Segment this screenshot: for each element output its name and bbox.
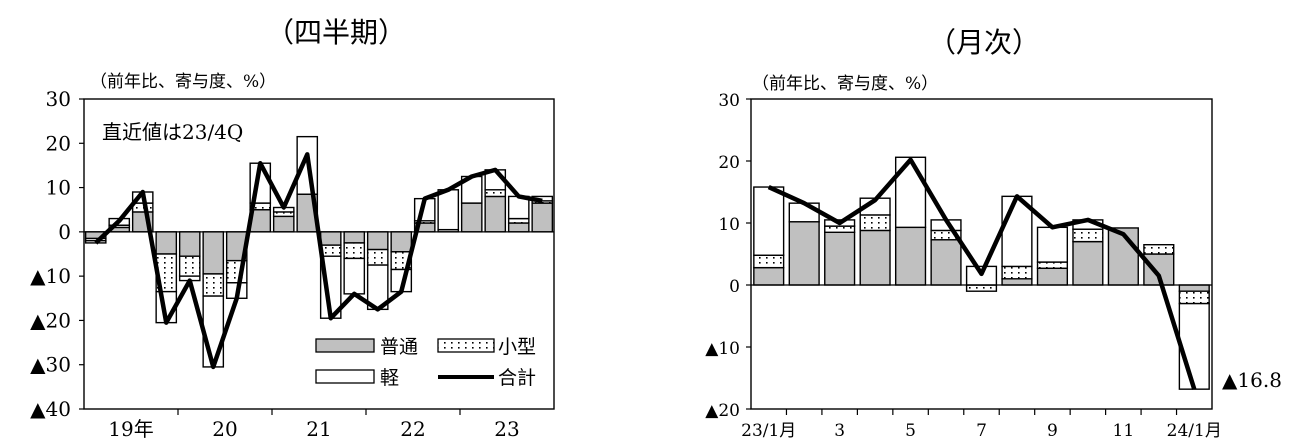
y-tick-label: 20 — [46, 131, 71, 155]
monthly-end-value-label: ▲16.8 — [1222, 368, 1282, 392]
x-tick-label: 20 — [212, 417, 237, 441]
monthly-unit-label: （前年比、寄与度、%） — [752, 74, 938, 94]
quarterly-y-axis: 30 20 10 0 ▲10 ▲20 ▲30 ▲40 — [30, 87, 84, 421]
x-tick-label: 3 — [834, 421, 845, 441]
bar-dotted-3 — [859, 214, 891, 232]
quarterly-x-axis: 19年 20 21 22 23 — [108, 409, 520, 441]
y-tick-label: 20 — [718, 153, 740, 173]
y-tick-label: ▲40 — [30, 397, 71, 421]
bar-gray-8 — [272, 215, 295, 233]
bar-gray-7 — [1001, 278, 1033, 286]
y-tick-label: 10 — [718, 215, 740, 235]
bar-gray-13 — [390, 231, 413, 253]
bar-dotted-6 — [965, 284, 998, 292]
bar-gray-17 — [484, 195, 507, 233]
bar-gray-12 — [1178, 284, 1210, 292]
quarterly-chart-title: （四半期） — [266, 16, 406, 49]
bar-gray-3 — [155, 231, 178, 255]
bar-gray-0 — [753, 266, 785, 286]
bar-gray-3 — [859, 229, 891, 286]
quarterly-plot-area — [83, 98, 555, 410]
monthly-y-axis: 30 20 10 0 ▲10 ▲20 — [705, 91, 751, 421]
bar-gray-10 — [319, 231, 342, 246]
x-tick-label: 9 — [1047, 421, 1058, 441]
legend-swatch-white — [315, 369, 375, 384]
legend-label-kei: 軽 — [380, 367, 399, 389]
x-tick-label: 23 — [494, 417, 519, 441]
legend-label-total: 合計 — [498, 367, 536, 389]
bar-dotted-11 — [1143, 243, 1175, 255]
bar-gray-19 — [531, 202, 554, 233]
bar-white-0 — [753, 186, 785, 256]
bar-dotted-11 — [343, 242, 366, 260]
monthly-plot-area — [750, 98, 1213, 410]
x-tick-label: 11 — [1113, 421, 1135, 441]
legend-swatch-dotted — [437, 338, 495, 353]
y-tick-label: ▲10 — [705, 339, 740, 359]
plot-frame — [750, 98, 1213, 410]
bar-dotted-9 — [1072, 228, 1104, 243]
quarterly-latest-note: 直近値は23/4Q — [102, 120, 243, 144]
bar-white-4 — [894, 156, 927, 229]
bar-gray-12 — [366, 231, 389, 251]
bar-gray-2 — [824, 231, 856, 286]
bar-gray-4 — [178, 231, 201, 257]
bar-dotted-17 — [484, 189, 507, 198]
bar-gray-4 — [894, 226, 927, 286]
bar-gray-11 — [343, 231, 366, 244]
bar-white-7 — [1001, 195, 1033, 268]
bar-dotted-12 — [366, 248, 389, 266]
total-line — [767, 157, 1197, 390]
y-tick-label: 0 — [58, 220, 71, 244]
x-tick-label: 24/1月 — [1167, 421, 1222, 441]
bar-gray-5 — [930, 239, 962, 286]
bar-white-8 — [1036, 226, 1069, 263]
x-tick-label: 23/1月 — [741, 421, 796, 441]
bar-dotted-2 — [824, 225, 856, 234]
bar-gray-16 — [460, 202, 483, 233]
legend-label-small: 小型 — [498, 336, 536, 358]
bar-white-1 — [788, 202, 820, 223]
quarterly-unit-label: （前年比、寄与度、%） — [90, 72, 276, 92]
x-tick-label: 19年 — [108, 417, 153, 441]
x-tick-label: 22 — [400, 417, 425, 441]
monthly-x-axis: 23/1月 3 5 7 9 11 24/1月 — [741, 409, 1222, 441]
y-tick-label: 10 — [46, 176, 71, 200]
bar-gray-10 — [1107, 227, 1139, 286]
bar-dotted-12 — [1178, 290, 1210, 305]
y-tick-label: ▲20 — [30, 308, 71, 332]
bar-dotted-5 — [202, 273, 225, 297]
bar-dotted-7 — [1001, 265, 1033, 280]
bar-white-15 — [437, 189, 460, 231]
y-tick-label: 0 — [729, 277, 740, 297]
y-tick-label: ▲30 — [30, 353, 71, 377]
bar-dotted-8 — [1036, 261, 1069, 269]
bar-dotted-4 — [178, 255, 201, 277]
total-line — [94, 152, 543, 370]
bar-gray-1 — [788, 221, 820, 286]
bar-gray-18 — [507, 222, 530, 233]
legend-label-regular: 普通 — [380, 336, 418, 358]
x-tick-label: 5 — [905, 421, 916, 441]
bar-dotted-0 — [753, 254, 785, 269]
y-tick-label: ▲20 — [705, 401, 740, 421]
bar-white-5 — [202, 295, 225, 368]
legend-swatch-gray — [315, 338, 375, 353]
x-tick-label: 21 — [306, 417, 331, 441]
bar-gray-8 — [1036, 267, 1069, 286]
y-tick-label: 30 — [46, 87, 71, 111]
bar-white-12 — [1178, 302, 1210, 390]
bar-gray-5 — [202, 231, 225, 275]
plot-frame — [83, 98, 555, 410]
x-tick-label: 7 — [976, 421, 987, 441]
monthly-chart-title: （月次） — [928, 26, 1040, 59]
y-tick-label: 30 — [718, 91, 740, 111]
bar-white-11 — [343, 257, 366, 295]
bar-gray-9 — [1072, 240, 1104, 286]
y-tick-label: ▲10 — [30, 264, 71, 288]
quarterly-legend: 普通 小型 軽 合計 — [315, 336, 536, 389]
